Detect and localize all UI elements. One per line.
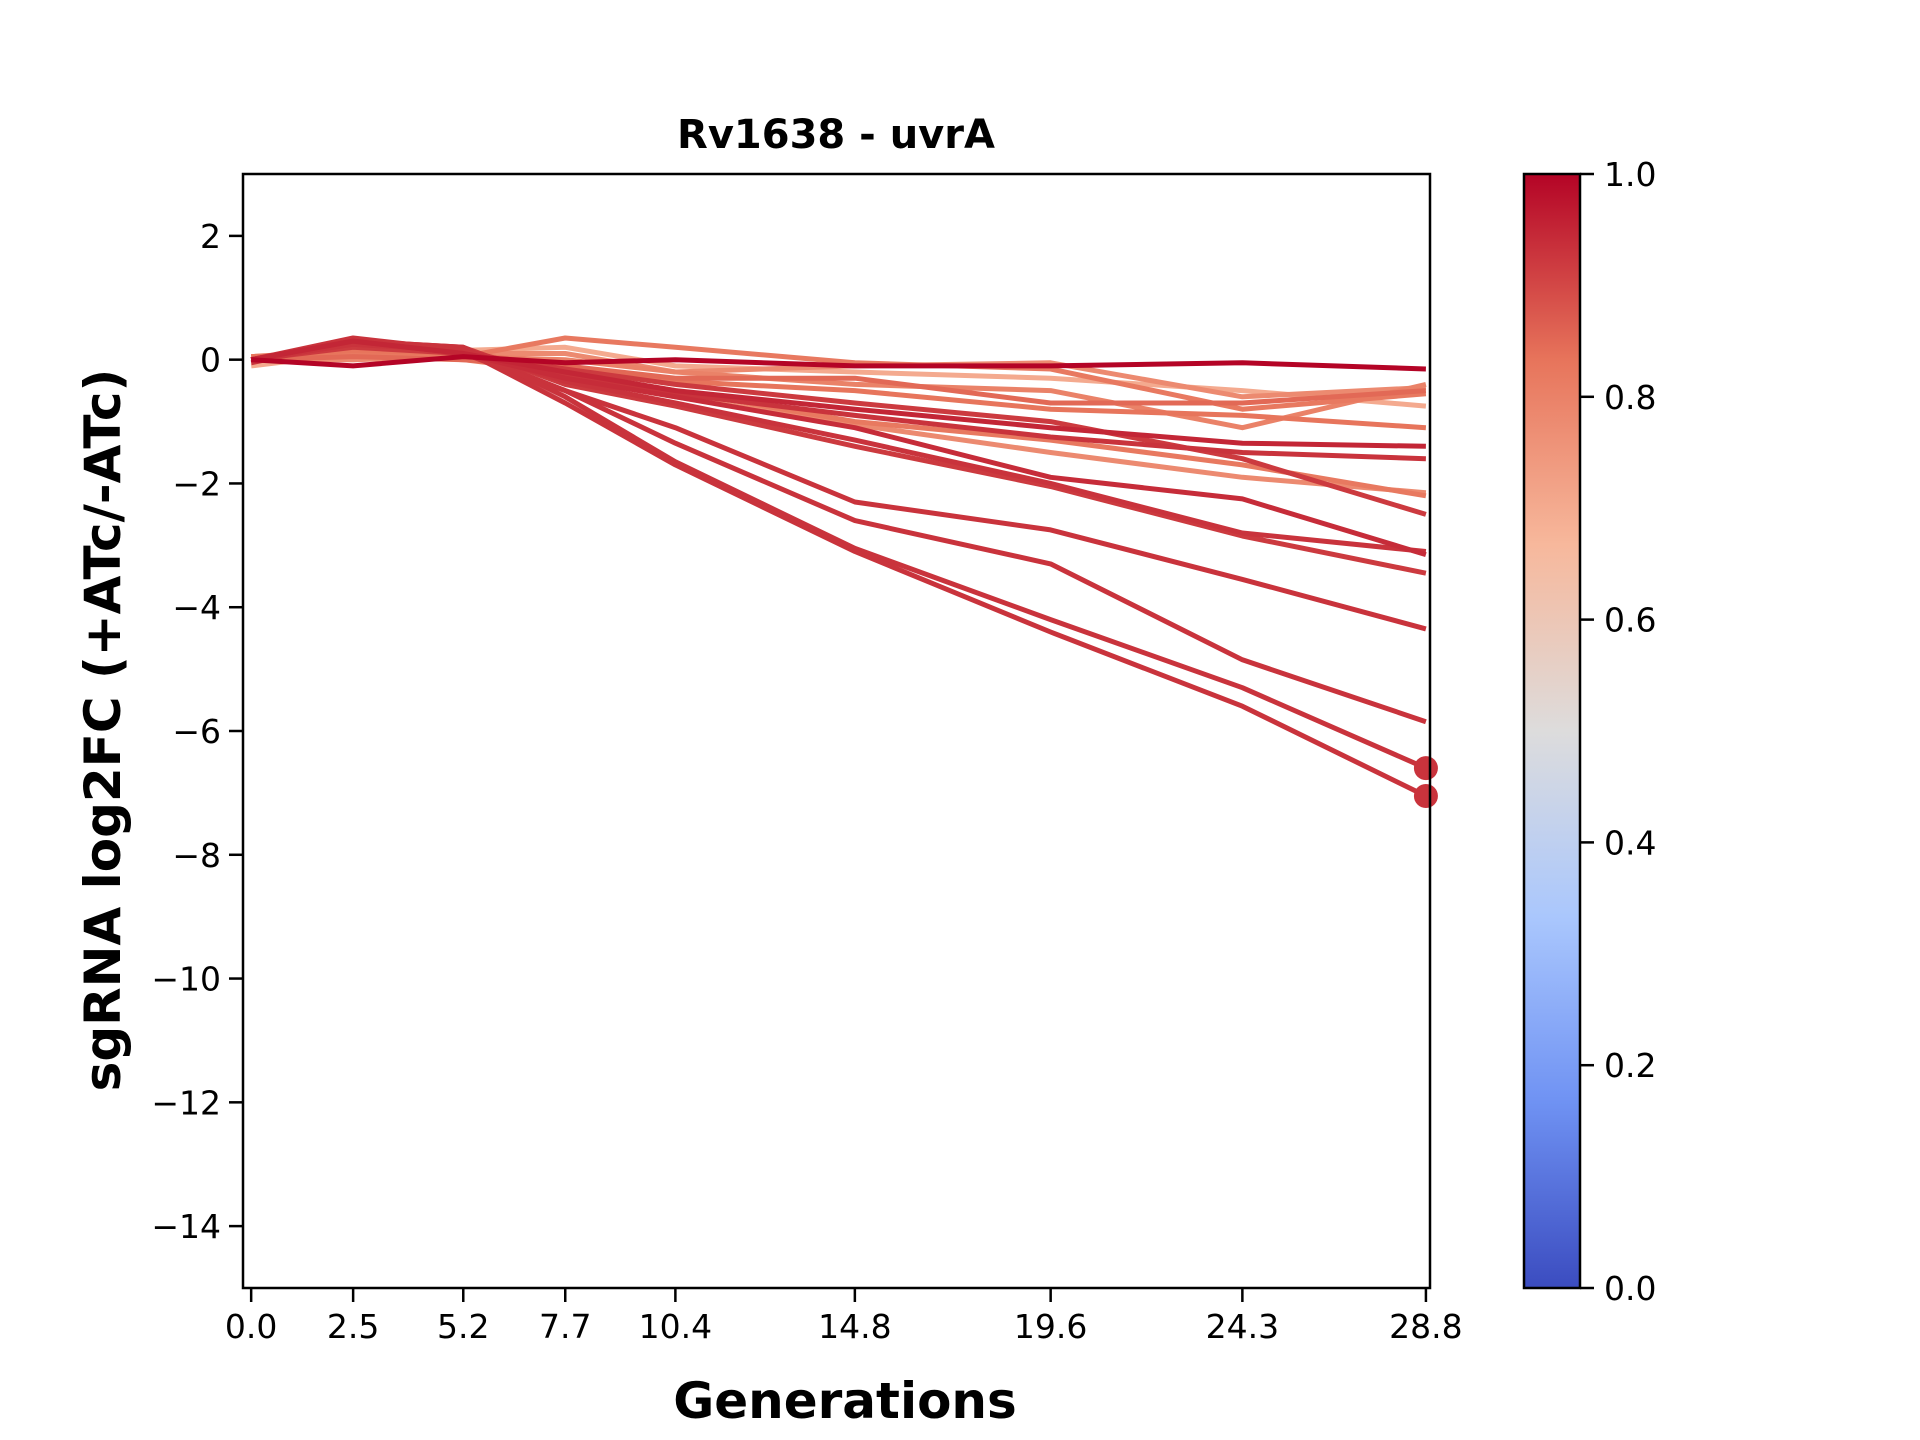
x-tick-label: 28.8: [1389, 1307, 1462, 1346]
y-tick-label: −12: [151, 1083, 221, 1122]
plot-frame: [241, 172, 1432, 1290]
x-tick-label: 24.3: [1206, 1307, 1279, 1346]
y-tick-label: −14: [151, 1207, 221, 1246]
y-tick-label: 2: [200, 217, 221, 256]
x-tick-label: 2.5: [327, 1307, 379, 1346]
colorbar-tick-label: 1.0: [1604, 155, 1656, 194]
chart-title: Rv1638 - uvrA: [677, 112, 995, 158]
y-tick-label: −10: [151, 960, 221, 999]
x-axis-label: Generations: [673, 1372, 1017, 1430]
y-axis-ticks: 2 0 −2 −4 −6 −8 −10 −12 −14: [151, 217, 243, 1246]
colorbar-tick-label: 0.4: [1604, 823, 1656, 862]
highlighted-points: [1413, 756, 1438, 808]
colorbar-tick-label: 0.0: [1604, 1269, 1656, 1308]
series-line: [251, 354, 1427, 406]
colorbar-tick-label: 0.2: [1604, 1046, 1656, 1085]
y-tick-label: −2: [172, 464, 221, 503]
x-tick-label: 0.0: [225, 1307, 277, 1346]
series-line: [250, 341, 1427, 554]
colorbar: [1522, 172, 1582, 1290]
y-tick-label: −8: [172, 836, 221, 875]
x-tick-label: 7.7: [539, 1307, 591, 1346]
series-line: [250, 338, 1426, 449]
x-tick-label: 5.2: [437, 1307, 489, 1346]
y-tick-label: 0: [200, 341, 221, 380]
y-axis-label: sgRNA log2FC (+ATc/-ATc): [74, 369, 132, 1092]
y-tick-label: −4: [172, 588, 221, 627]
endpoint-marker: [1413, 756, 1438, 781]
y-tick-label: −6: [172, 712, 221, 751]
x-tick-label: 19.6: [1014, 1307, 1087, 1346]
x-tick-label: 10.4: [639, 1307, 712, 1346]
colorbar-tick-label: 0.6: [1604, 601, 1656, 640]
x-tick-label: 14.8: [818, 1307, 891, 1346]
colorbar-tick-label: 0.8: [1604, 378, 1656, 417]
endpoint-marker: [1413, 783, 1438, 808]
series-line: [251, 354, 1426, 372]
colorbar-ticks: 0.0 0.2 0.4 0.6 0.8 1.0: [1580, 155, 1656, 1308]
x-axis-ticks: 0.0 2.5 5.2 7.7 10.4 14.8 19.6 24.3 28.8: [225, 1288, 1463, 1346]
series-lines: [250, 335, 1427, 799]
